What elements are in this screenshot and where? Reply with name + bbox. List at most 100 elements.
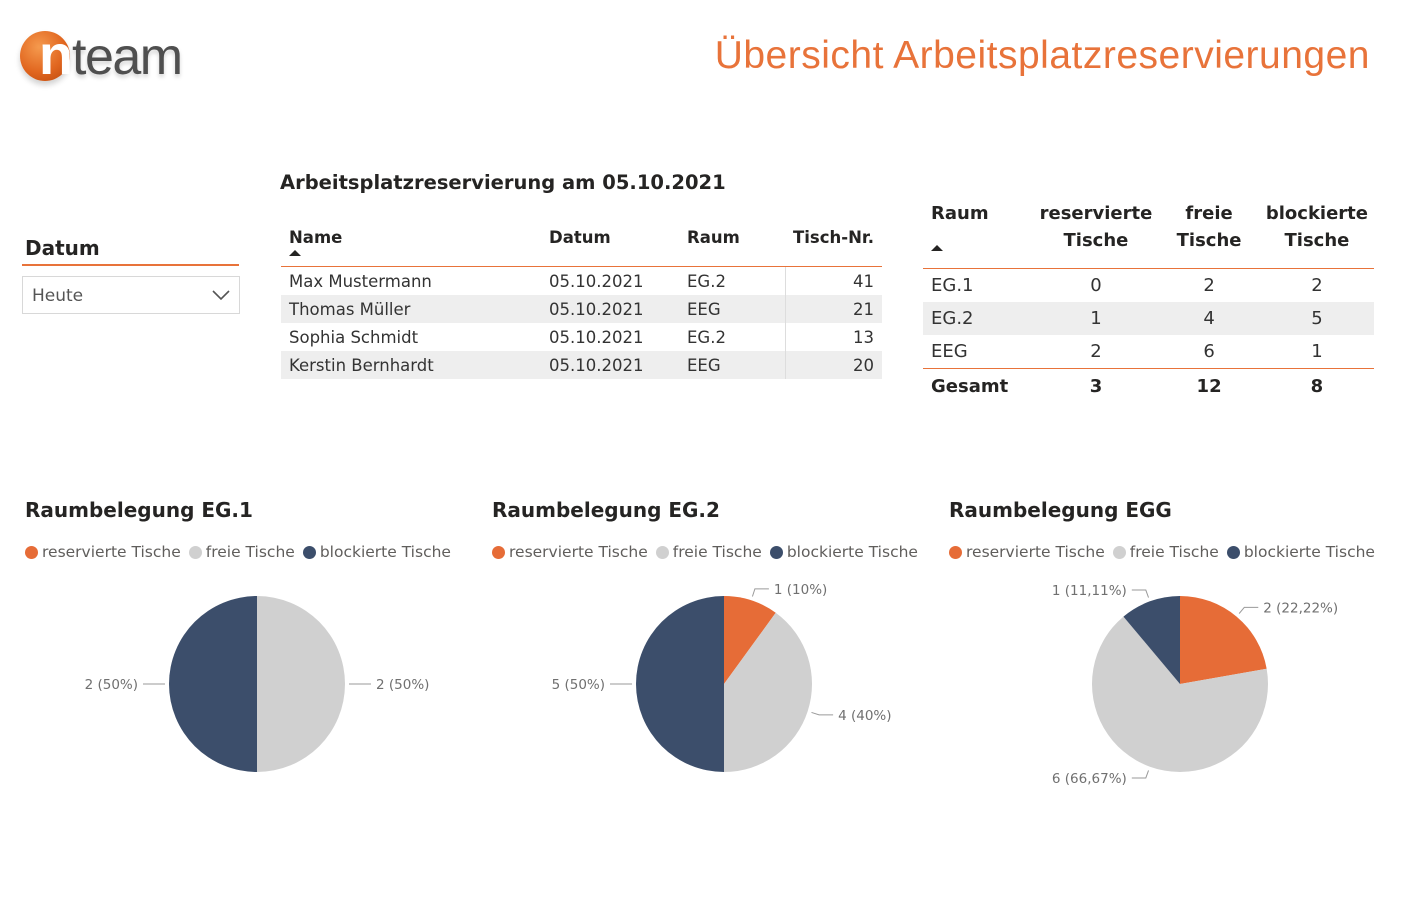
column-header-blocked[interactable]: blockierte Tische [1259, 194, 1374, 269]
column-header-room[interactable]: Raum [923, 194, 1034, 269]
column-header-date[interactable]: Datum [541, 224, 679, 267]
leader-line [1131, 770, 1150, 779]
column-header-reserved[interactable]: reservierte Tische [1033, 194, 1159, 269]
legend-dot-free [1112, 545, 1126, 559]
cell-blocked: 1 [1311, 341, 1323, 362]
slicer-title: Datum [22, 236, 239, 266]
legend-item-free[interactable]: freie Tische [655, 543, 762, 561]
logo-wordmark: team [72, 28, 183, 86]
legend-item-blocked[interactable]: blockierte Tische [302, 543, 451, 561]
chart-legend-egg: reservierte Tische freie Tische blockierte… [949, 543, 1383, 561]
cell-free: 2 [1203, 275, 1215, 296]
legend-dot-reserved [492, 545, 505, 559]
pie-slice-free[interactable] [1092, 616, 1269, 772]
cell-total-reserved: 3 [1033, 368, 1159, 403]
table-row[interactable]: Sophia Schmidt 05.10.2021 EG.2 13 [281, 323, 882, 351]
column-header-name[interactable]: Name [281, 224, 541, 267]
table-row[interactable]: EG.2 1 4 5 [923, 302, 1374, 335]
date-dropdown[interactable]: Heute [22, 276, 240, 314]
cell-blocked: 2 [1311, 275, 1323, 296]
data-label-reserved: 1 (10%) [774, 582, 827, 598]
cell-date: 05.10.2021 [541, 295, 679, 323]
cell-reserved: 1 [1033, 302, 1159, 335]
pie-slice-blocked[interactable] [636, 596, 724, 772]
sort-ascending-icon[interactable] [289, 250, 301, 256]
cell-name: Max Mustermann [289, 271, 432, 291]
leader-line [1238, 606, 1259, 614]
cell-room: EG.2 [679, 266, 786, 295]
pie-slice-reserved[interactable] [724, 596, 776, 684]
chevron-down-icon [212, 290, 230, 301]
legend-dot-blocked [1226, 545, 1240, 559]
legend-label-reserved: reservierte Tische [42, 543, 181, 561]
cell-table-number: 20 [785, 351, 882, 379]
chart-title-eg2: Raumbelegung EG.2 [492, 498, 720, 522]
date-slicer: Datum Heute [22, 236, 242, 314]
cell-table-number: 41 [853, 271, 874, 291]
cell-reserved: 2 [1090, 341, 1102, 362]
table-row[interactable]: Thomas Müller 05.10.2021 EEG 21 [281, 295, 882, 323]
legend-item-reserved[interactable]: reservierte Tische [949, 543, 1105, 561]
table-header-row: Name Datum Raum Tisch-Nr. [281, 224, 882, 267]
logo-n-glyph: n [38, 23, 73, 86]
pie-slice-blocked[interactable] [169, 596, 257, 772]
data-label-free: 4 (40%) [838, 708, 891, 724]
column-header-free[interactable]: freie Tische [1158, 194, 1260, 269]
leader-line [1131, 589, 1150, 598]
cell-table-number: 21 [785, 295, 882, 323]
data-label-blocked: 5 (50%) [552, 677, 605, 693]
data-label-free: 2 (50%) [376, 677, 429, 693]
legend-item-blocked[interactable]: blockierte Tische [1226, 543, 1375, 561]
cell-date: 05.10.2021 [549, 327, 644, 347]
column-header-table-number[interactable]: Tisch-Nr. [785, 224, 882, 267]
legend-label-reserved: reservierte Tische [509, 543, 648, 561]
legend-item-free[interactable]: freie Tische [1112, 543, 1219, 561]
pie-slice-blocked[interactable] [1123, 596, 1180, 684]
cell-blocked: 5 [1259, 302, 1374, 335]
legend-label-free: freie Tische [1129, 543, 1219, 561]
cell-date: 05.10.2021 [541, 351, 679, 379]
legend-dot-free [655, 545, 669, 559]
legend-item-blocked[interactable]: blockierte Tische [769, 543, 918, 561]
pie-slice-reserved[interactable] [1180, 596, 1267, 684]
cell-name: Kerstin Bernhardt [281, 351, 541, 379]
cell-total-free: 12 [1158, 368, 1260, 403]
data-label-reserved: 2 (22,22%) [1263, 600, 1338, 616]
cell-total-blocked: 8 [1259, 368, 1374, 403]
table-total-row: Gesamt 3 12 8 [923, 368, 1374, 403]
legend-item-free[interactable]: freie Tische [188, 543, 295, 561]
chart-legend-eg1: reservierte Tische freie Tische blockierte… [25, 543, 459, 561]
cell-free: 4 [1158, 302, 1260, 335]
column-header-room[interactable]: Raum [679, 224, 785, 267]
sort-ascending-icon[interactable] [931, 245, 943, 251]
leader-line [751, 588, 769, 597]
table-row[interactable]: EEG 2 6 1 [923, 335, 1374, 369]
table-row[interactable]: EG.1 0 2 2 [923, 269, 1374, 303]
pie-slice-free[interactable] [257, 596, 345, 772]
cell-name: Thomas Müller [281, 295, 541, 323]
cell-date: 05.10.2021 [549, 271, 644, 291]
table-row[interactable]: Kerstin Bernhardt 05.10.2021 EEG 20 [281, 351, 882, 379]
legend-item-reserved[interactable]: reservierte Tische [25, 543, 181, 561]
legend-label-free: freie Tische [672, 543, 762, 561]
cell-name: Sophia Schmidt [289, 327, 419, 347]
cell-room: EEG [679, 295, 786, 323]
legend-label-blocked: blockierte Tische [319, 543, 451, 561]
cell-room: EEG [931, 341, 968, 362]
page-title: Übersicht Arbeitsplatzreservierungen [714, 34, 1370, 77]
pie-slice-free[interactable] [724, 612, 812, 772]
legend-dot-blocked [769, 545, 783, 559]
table-header-row: Raum reservierte Tische freie Tische block… [923, 194, 1374, 269]
legend-label-free: freie Tische [205, 543, 295, 561]
pie-charts: 2 (50%) 2 (50%) 1 (10%) 4 (40%) 5 (50%) 2 (22… [85, 582, 1339, 787]
cell-table-number: 13 [853, 327, 874, 347]
cell-room: EG.2 [679, 323, 786, 351]
data-label-blocked: 2 (50%) [85, 677, 138, 693]
legend-item-reserved[interactable]: reservierte Tische [492, 543, 648, 561]
cell-room: EG.2 [923, 302, 1034, 335]
legend-dot-reserved [949, 545, 962, 559]
chart-legend-eg2: reservierte Tische freie Tische blockierte… [492, 543, 926, 561]
legend-label-reserved: reservierte Tische [966, 543, 1105, 561]
table-row[interactable]: Max Mustermann 05.10.2021 EG.2 41 [281, 266, 882, 295]
chart-title-egg: Raumbelegung EGG [949, 498, 1172, 522]
